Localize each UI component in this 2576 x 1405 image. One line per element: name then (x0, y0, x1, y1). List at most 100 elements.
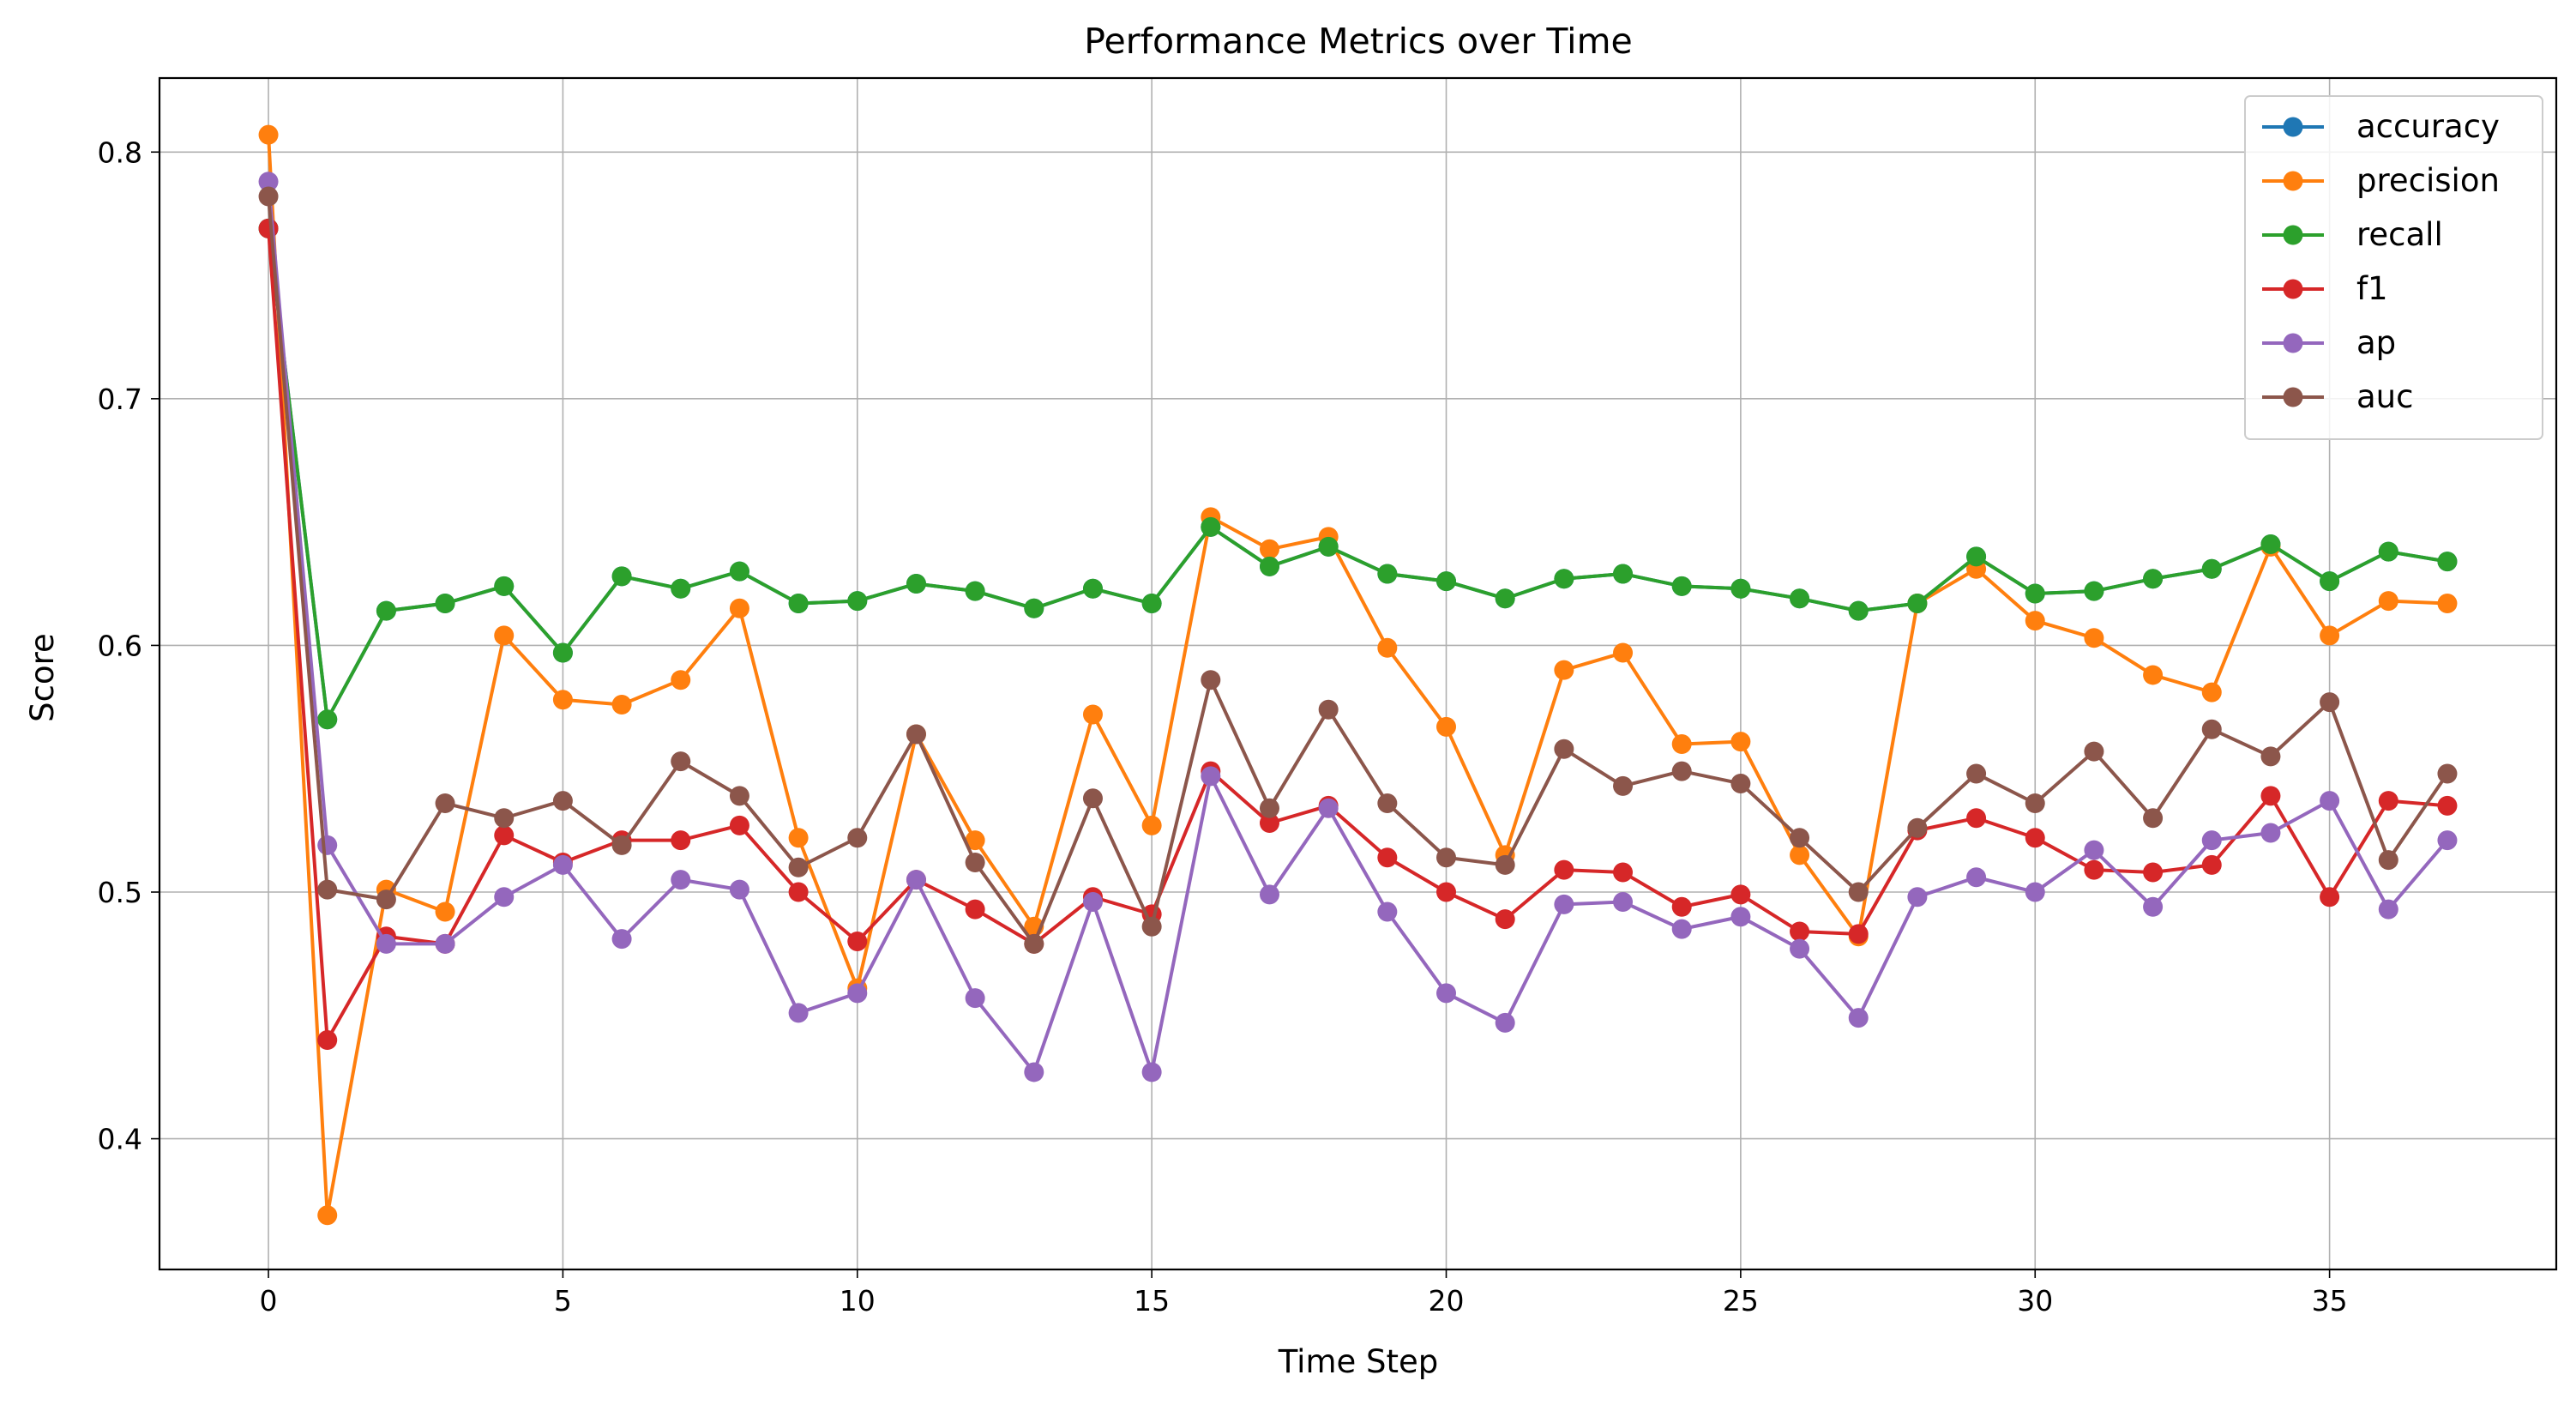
data-point-f1 (1613, 862, 1634, 883)
series-line-precision (267, 135, 2448, 1217)
data-point-auc (2260, 746, 2281, 767)
data-point-ap (2084, 840, 2104, 860)
legend-label: auc (2356, 378, 2413, 415)
data-point-recall (2143, 569, 2164, 589)
data-point-f1 (2260, 786, 2281, 806)
data-point-ap (965, 988, 985, 1009)
data-point-ap (258, 172, 279, 192)
data-point-recall (1730, 578, 1751, 599)
data-point-ap (1907, 887, 1928, 908)
legend-swatch-marker (2283, 333, 2303, 353)
data-point-ap (1436, 983, 1457, 1004)
data-point-ap (906, 870, 926, 890)
series-line-f1 (267, 228, 2448, 1042)
data-point-auc (1495, 854, 1515, 875)
data-point-ap (1082, 892, 1103, 913)
y-tick-label: 0.8 (98, 136, 142, 169)
data-point-auc (1907, 817, 1928, 838)
legend-label: accuracy (2356, 108, 2500, 145)
data-point-recall (1613, 564, 1634, 584)
data-point-precision (1613, 642, 1634, 663)
data-point-ap (494, 887, 515, 908)
data-point-auc (376, 889, 396, 910)
data-point-ap (2201, 830, 2222, 851)
data-point-auc (1082, 788, 1103, 809)
data-point-f1 (1966, 808, 1987, 829)
data-point-auc (1318, 699, 1339, 720)
data-point-recall (1377, 564, 1398, 584)
data-point-precision (611, 694, 632, 715)
series-precision (258, 124, 2458, 1226)
data-point-auc (1671, 761, 1692, 781)
data-point-recall (1141, 594, 1162, 614)
data-point-f1 (2320, 887, 2340, 908)
legend-label: recall (2356, 216, 2443, 253)
data-point-f1 (788, 882, 809, 902)
data-point-precision (671, 670, 691, 690)
data-point-f1 (1259, 812, 1279, 833)
data-point-precision (1141, 815, 1162, 835)
legend-swatch-marker (2283, 279, 2303, 299)
data-point-ap (1141, 1062, 1162, 1082)
data-point-recall (965, 581, 985, 601)
data-point-ap (1730, 907, 1751, 927)
data-point-precision (1436, 716, 1457, 737)
data-point-auc (2437, 763, 2458, 784)
y-axis-label: Score (24, 633, 61, 722)
data-point-ap (1318, 798, 1339, 818)
data-point-f1 (1790, 921, 1810, 942)
data-point-f1 (1730, 884, 1751, 905)
data-point-recall (435, 594, 455, 614)
data-point-recall (1318, 536, 1339, 557)
legend-swatch-marker (2283, 117, 2303, 137)
y-tick-label: 0.7 (98, 383, 142, 416)
data-point-recall (2320, 571, 2340, 592)
data-point-auc (1024, 933, 1044, 954)
data-point-ap (2437, 830, 2458, 851)
data-point-ap (1613, 892, 1634, 913)
data-point-ap (2025, 882, 2045, 902)
series-line-auc (267, 196, 2449, 946)
x-tick-label: 5 (554, 1284, 572, 1318)
data-point-precision (2143, 665, 2164, 685)
legend-item-accuracy: accuracy (2262, 108, 2500, 145)
data-point-precision (2201, 682, 2222, 702)
data-point-recall (1495, 588, 1515, 609)
data-point-auc (611, 835, 632, 855)
data-point-recall (376, 600, 396, 621)
data-point-precision (2437, 594, 2458, 614)
data-point-recall (2025, 583, 2045, 604)
data-point-ap (2260, 823, 2281, 843)
data-point-recall (906, 574, 926, 594)
data-point-auc (2143, 808, 2164, 829)
chart-title: Performance Metrics over Time (1084, 21, 1633, 62)
data-point-auc (965, 852, 985, 872)
data-point-f1 (1436, 882, 1457, 902)
data-point-auc (671, 751, 691, 772)
data-point-recall (671, 578, 691, 599)
data-point-ap (788, 1003, 809, 1023)
x-tick-label: 25 (1723, 1284, 1759, 1318)
y-tick-label: 0.6 (98, 629, 142, 662)
data-point-auc (1141, 916, 1162, 937)
data-point-f1 (2437, 795, 2458, 816)
data-point-auc (317, 879, 338, 900)
data-point-f1 (494, 825, 515, 846)
data-point-auc (906, 724, 926, 745)
data-point-recall (317, 709, 338, 730)
data-point-ap (1966, 867, 1987, 888)
data-point-f1 (2084, 859, 2104, 880)
data-point-ap (435, 933, 455, 954)
data-point-ap (1790, 938, 1810, 959)
data-point-recall (1907, 594, 1928, 614)
data-point-f1 (2378, 791, 2398, 811)
data-point-precision (1790, 845, 1810, 865)
data-point-recall (611, 566, 632, 587)
data-point-recall (788, 594, 809, 614)
legend-item-f1: f1 (2262, 270, 2388, 307)
data-point-recall (1259, 556, 1279, 576)
data-point-precision (965, 830, 985, 851)
data-point-ap (847, 983, 868, 1004)
data-point-precision (1259, 539, 1279, 559)
axes-frame (158, 76, 2558, 1271)
